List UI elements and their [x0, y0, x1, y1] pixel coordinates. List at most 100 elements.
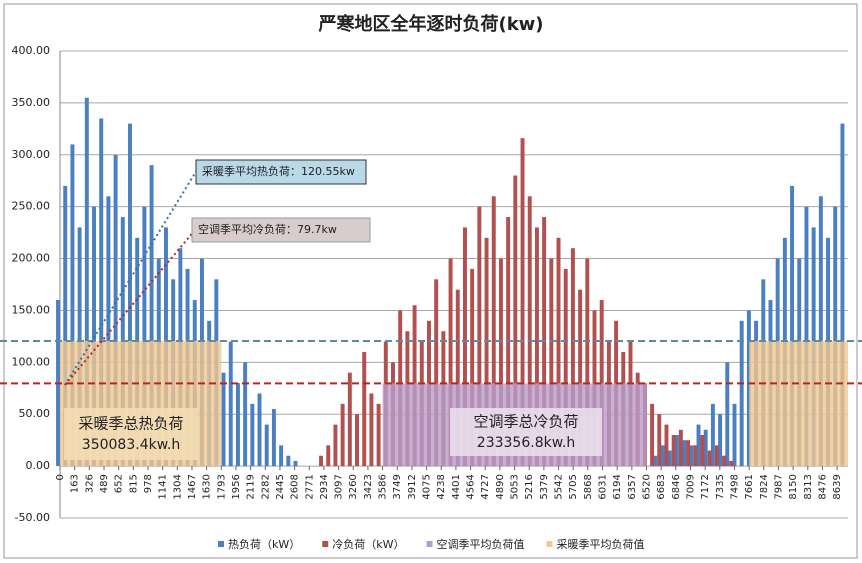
bar	[657, 414, 662, 467]
x-tick-label: 652	[114, 474, 125, 493]
bar	[686, 440, 691, 467]
bar	[70, 144, 75, 467]
y-tick-label: 300.00	[12, 148, 51, 161]
annotations: 采暖季平均热负荷：120.55kw 空调季平均冷负荷：79.7kw 采暖季总热负…	[64, 159, 602, 460]
bar	[527, 196, 532, 467]
bar	[682, 440, 687, 467]
bar	[585, 258, 590, 467]
bar	[84, 97, 89, 467]
bar	[520, 138, 525, 467]
bar	[804, 206, 809, 467]
bar	[63, 185, 68, 467]
bar	[271, 409, 276, 467]
bar	[840, 123, 845, 467]
x-tick-label: 1141	[158, 474, 169, 499]
x-tick-label: 7498	[729, 474, 740, 499]
y-tick-label: 150.00	[12, 303, 51, 316]
bar	[243, 362, 248, 467]
bar	[671, 434, 676, 467]
x-tick-label: 1304	[172, 474, 183, 499]
x-tick-label: 489	[99, 474, 110, 493]
bar	[340, 403, 345, 467]
bar	[833, 206, 838, 467]
x-tick-label: 7824	[759, 474, 770, 499]
bar	[729, 460, 734, 467]
pointer	[64, 169, 198, 386]
bar	[653, 455, 658, 467]
y-tick-label: 350.00	[12, 96, 51, 109]
x-tick-label: 815	[128, 474, 139, 493]
x-tick-label: 7661	[744, 474, 755, 499]
bar	[369, 393, 374, 467]
y-tick-label: 0.00	[26, 459, 51, 472]
pointer	[64, 229, 196, 386]
x-tick-label: 6846	[671, 474, 682, 499]
annotation-box	[64, 408, 198, 460]
annotation-box	[450, 408, 602, 456]
x-tick-label: 8476	[817, 474, 828, 499]
bar	[707, 450, 712, 467]
x-tick-label: 978	[143, 474, 154, 493]
x-tick-label: 6194	[612, 474, 623, 499]
x-tick-label: 8150	[788, 474, 799, 499]
bar	[693, 445, 698, 467]
bar	[696, 424, 701, 467]
legend-swatch	[426, 541, 433, 547]
x-tick-label: 5216	[524, 474, 535, 499]
bar	[462, 227, 467, 467]
bar	[362, 351, 367, 467]
x-tick-label: 326	[84, 474, 95, 493]
bar	[264, 424, 269, 467]
x-tick-label: 3586	[378, 474, 389, 499]
legend-label: 空调季平均负荷值	[437, 537, 525, 551]
x-tick-label: 4727	[480, 474, 491, 499]
x-tick-label: 163	[70, 474, 81, 493]
bar	[455, 289, 460, 467]
x-tick-label: 1956	[231, 474, 242, 499]
bar	[347, 372, 352, 467]
bar	[319, 455, 324, 467]
x-tick-label: 7335	[715, 474, 726, 499]
x-tick-label: 1630	[202, 474, 213, 499]
x-tick-label: 3749	[392, 474, 403, 499]
bar	[650, 403, 655, 467]
annotation: 350083.4kw.h	[82, 437, 180, 453]
bar	[722, 455, 727, 467]
legend-swatch	[218, 541, 224, 547]
bar	[578, 289, 583, 467]
bar	[549, 258, 554, 467]
bar	[689, 445, 694, 467]
x-tick-label: 6357	[627, 474, 638, 499]
bar	[714, 445, 719, 467]
bar	[790, 185, 795, 467]
bar	[250, 403, 255, 467]
x-tick-label: 1467	[187, 474, 198, 499]
x-tick-label: 3260	[348, 474, 359, 499]
bar	[477, 206, 482, 467]
x-tick-label: 5542	[554, 474, 565, 499]
x-tick-label: 7172	[700, 474, 711, 499]
legend-label: 采暖季平均负荷值	[557, 537, 645, 551]
annotation: 空调季总冷负荷	[473, 413, 578, 431]
bar	[674, 434, 679, 467]
x-tick-label: 2608	[290, 474, 301, 499]
x-tick-label: 2445	[275, 474, 286, 499]
bar	[355, 414, 359, 467]
x-tick-label: 0	[55, 474, 66, 480]
bar	[725, 362, 730, 467]
y-tick-label: 250.00	[12, 200, 51, 213]
x-tick-label: 4075	[422, 474, 433, 499]
annotation: 233356.8kw.h	[477, 435, 575, 451]
bar	[221, 372, 226, 467]
x-tick-label: 7987	[773, 474, 784, 499]
annotation: 采暖季总热负荷	[78, 415, 183, 433]
annotation: 空调季平均冷负荷：79.7kw	[198, 222, 337, 236]
annotation-box	[191, 217, 371, 243]
bar	[434, 279, 439, 467]
bar	[128, 123, 132, 467]
average-band	[749, 341, 848, 467]
bar	[228, 341, 233, 467]
x-tick-label: 5379	[539, 474, 550, 499]
x-tick-label: 5053	[510, 474, 521, 499]
